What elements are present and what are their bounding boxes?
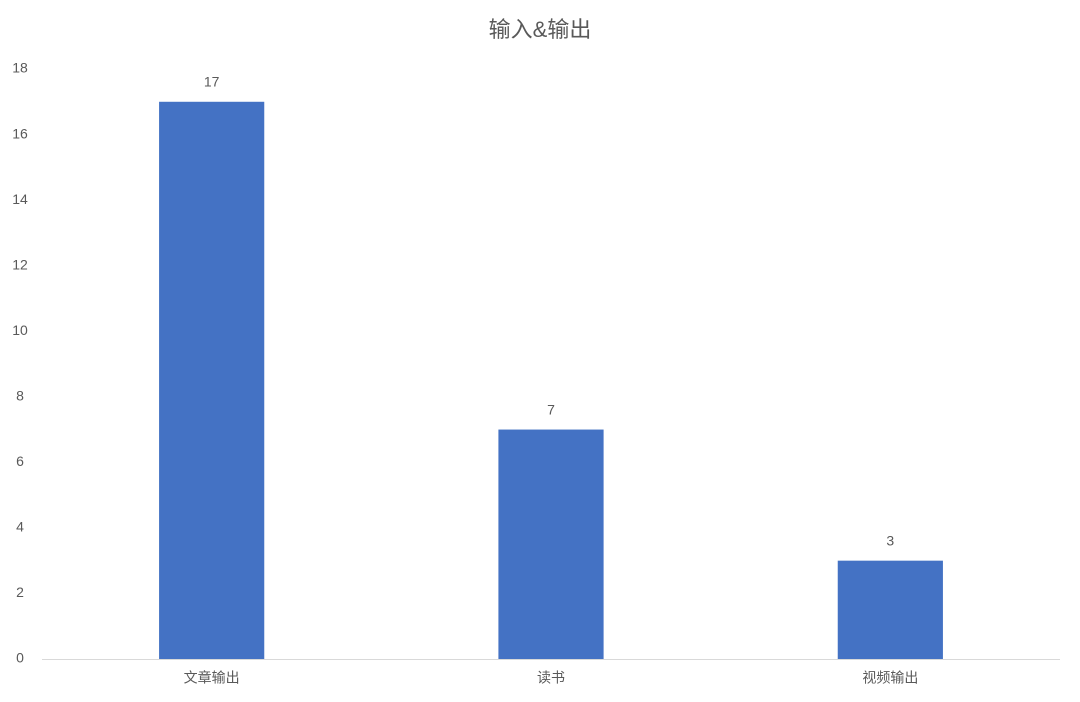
- x-tick-label: 文章输出: [184, 670, 240, 686]
- data-label: 3: [886, 532, 894, 548]
- y-tick-label: 8: [16, 387, 24, 403]
- y-tick-label: 12: [12, 256, 28, 272]
- bar: [159, 101, 265, 660]
- y-tick-label: 16: [12, 125, 28, 141]
- chart-title: 输入&输出: [489, 17, 592, 42]
- y-tick-label: 14: [12, 191, 28, 207]
- y-tick-label: 18: [12, 60, 28, 76]
- data-label: 17: [204, 73, 220, 89]
- y-tick-label: 6: [16, 453, 24, 469]
- y-tick-label: 0: [16, 650, 24, 666]
- y-tick-label: 4: [16, 519, 24, 535]
- x-tick-label: 视频输出: [862, 670, 918, 686]
- x-tick-label: 读书: [537, 670, 565, 686]
- bar: [837, 560, 943, 659]
- bar: [498, 429, 604, 659]
- y-tick-label: 2: [16, 584, 24, 600]
- y-tick-label: 10: [12, 322, 28, 338]
- data-label: 7: [547, 401, 555, 417]
